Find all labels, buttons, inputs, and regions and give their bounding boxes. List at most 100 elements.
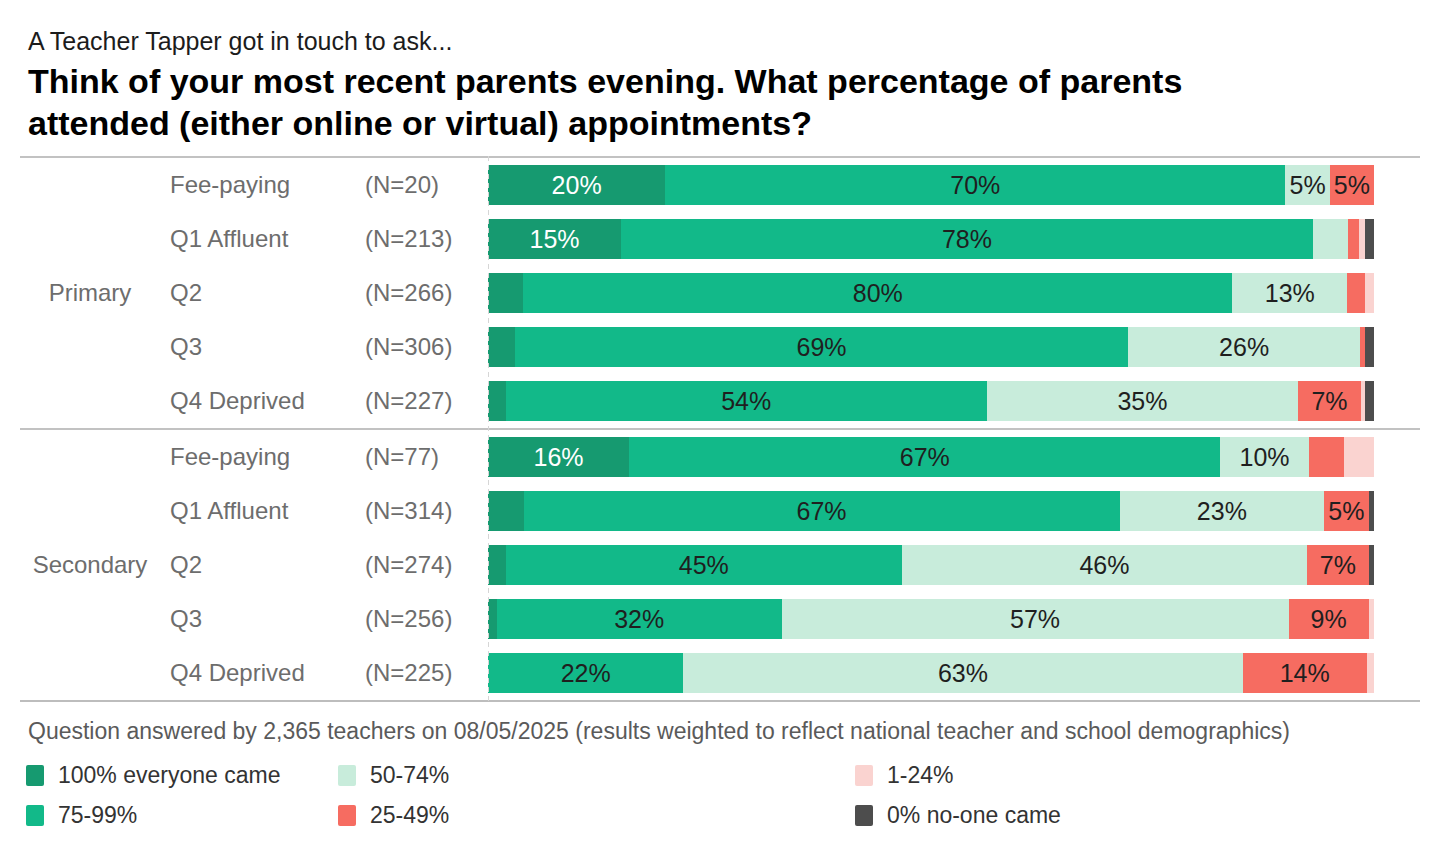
bar-segment-g0	[1365, 327, 1374, 367]
bar-segment-label: 20%	[552, 171, 602, 200]
bar-segment-label: 26%	[1219, 333, 1269, 362]
bar-segment-label: 7%	[1311, 387, 1347, 416]
bar-segment-label: 5%	[1334, 171, 1370, 200]
bar-segment-label: 7%	[1320, 551, 1356, 580]
bar-segment-g50: 63%	[683, 653, 1242, 693]
legend-label: 25-49%	[370, 802, 449, 829]
bar-segment-g75: 80%	[523, 273, 1232, 313]
bar-segment-g50: 10%	[1220, 437, 1308, 477]
bar-segment-label: 23%	[1197, 497, 1247, 526]
bar-segment-g50: 57%	[782, 599, 1289, 639]
legend-label: 50-74%	[370, 762, 449, 789]
stacked-bar: 22%63%14%	[488, 653, 1374, 693]
bar-segment-g100	[488, 545, 506, 585]
bar-segment-label: 9%	[1311, 605, 1347, 634]
bar-segment-g100	[488, 381, 506, 421]
legend-column: 50-74% 25-49%	[338, 762, 855, 829]
bar-segment-g75: 69%	[515, 327, 1129, 367]
stacked-bar: 67% 23% 5%	[488, 491, 1374, 531]
question-kicker: A Teacher Tapper got in touch to ask...	[28, 26, 1412, 56]
bar-segment-r25: 9%	[1289, 599, 1369, 639]
bar-row: 54% 35% 7%	[488, 374, 1374, 428]
bar-segment-r25	[1348, 219, 1359, 259]
bar-segment-g50: 26%	[1128, 327, 1359, 367]
bar-segment-g0	[1365, 219, 1374, 259]
row-label: Q3	[160, 592, 355, 646]
bar-segment-g0	[1365, 381, 1374, 421]
legend-swatch-g100	[26, 765, 44, 786]
row-label: Q2	[160, 266, 355, 320]
bar-segment-label: 70%	[950, 171, 1000, 200]
bar-segment-g75: 45%	[506, 545, 902, 585]
bar-segment-g75: 78%	[621, 219, 1313, 259]
bar-segment-r25: 7%	[1298, 381, 1360, 421]
bar-segment-label: 15%	[529, 225, 579, 254]
question-title-line-1: Think of your most recent parents evenin…	[28, 60, 1412, 102]
legend-item-r25: 25-49%	[338, 802, 855, 829]
bar-row: 67% 23% 5%	[488, 484, 1374, 538]
legend-swatch-r25	[338, 805, 356, 826]
bar-segment-r25	[1309, 437, 1344, 477]
sample-note: Question answered by 2,365 teachers on 0…	[28, 718, 1440, 745]
bar-segment-g100: 15%	[488, 219, 621, 259]
legend-item-g0: 0% no-one came	[855, 802, 1061, 829]
bar-row: 45% 46% 7%	[488, 538, 1374, 592]
stacked-bar: 15% 78%	[488, 219, 1374, 259]
row-sample-size: (N=227)	[355, 374, 488, 428]
bar-row: 69% 26%	[488, 320, 1374, 374]
bar-segment-label: 32%	[614, 605, 664, 634]
bar-segment-g75: 70%	[665, 165, 1285, 205]
legend-column: 1-24% 0% no-one came	[855, 762, 1061, 829]
stacked-bar: 32% 57% 9%	[488, 599, 1374, 639]
page-title: Think of your most recent parents evenin…	[28, 60, 1412, 144]
row-sample-size: (N=213)	[355, 212, 488, 266]
legend-swatch-g0	[855, 805, 873, 826]
bar-segment-label: 13%	[1265, 279, 1315, 308]
stacked-bar: 69% 26%	[488, 327, 1374, 367]
legend-item-g100: 100% everyone came	[26, 762, 338, 789]
group-label: Primary	[49, 279, 132, 307]
legend-label: 0% no-one came	[887, 802, 1061, 829]
bar-row: 15% 78%	[488, 212, 1374, 266]
bar-segment-label: 63%	[938, 659, 988, 688]
bar-row: 80% 13%	[488, 266, 1374, 320]
row-sample-size: (N=274)	[355, 538, 488, 592]
bar-row: 32% 57% 9%	[488, 592, 1374, 646]
row-sample-size: (N=20)	[355, 158, 488, 212]
row-label: Q3	[160, 320, 355, 374]
stacked-bar: 16% 67% 10%	[488, 437, 1374, 477]
bar-segment-r25: 7%	[1307, 545, 1369, 585]
legend-column: 100% everyone came75-99%	[26, 762, 338, 829]
chart-group-grid: SecondaryFee-paying(N=77)16%67%10%Q1 Aff…	[20, 430, 1420, 700]
bar-segment-g50: 35%	[987, 381, 1299, 421]
bar-segment-g50: 46%	[902, 545, 1307, 585]
bar-segment-g50: 5%	[1285, 165, 1329, 205]
row-sample-size: (N=306)	[355, 320, 488, 374]
question-title-line-2: attended (either online or virtual) appo…	[28, 102, 1412, 144]
legend: 100% everyone came75-99% 50-74% 25-49% 1-24…	[26, 762, 1440, 829]
row-label: Q2	[160, 538, 355, 592]
bar-row: 20% 70% 5%5%	[488, 158, 1374, 212]
legend-label: 100% everyone came	[58, 762, 280, 789]
row-label: Q4 Deprived	[160, 646, 355, 700]
bar-segment-label: 67%	[900, 443, 950, 472]
bar-segment-label: 54%	[721, 387, 771, 416]
stacked-bar: 80% 13%	[488, 273, 1374, 313]
bar-segment-r25: 5%	[1324, 491, 1368, 531]
bar-segment-label: 16%	[534, 443, 584, 472]
bar-segment-label: 46%	[1079, 551, 1129, 580]
row-sample-size: (N=77)	[355, 430, 488, 484]
bar-segment-g50	[1313, 219, 1348, 259]
legend-swatch-p1	[855, 765, 873, 786]
bar-segment-label: 78%	[942, 225, 992, 254]
bar-segment-r25	[1347, 273, 1365, 313]
bar-segment-label: 5%	[1328, 497, 1364, 526]
bar-row: 22%63%14%	[488, 646, 1374, 700]
bar-segment-label: 69%	[797, 333, 847, 362]
legend-item-p1: 1-24%	[855, 762, 1061, 789]
row-sample-size: (N=256)	[355, 592, 488, 646]
bar-segment-g100	[488, 599, 497, 639]
bar-segment-g50: 13%	[1232, 273, 1347, 313]
bar-segment-g75: 67%	[524, 491, 1120, 531]
bar-segment-g100: 16%	[488, 437, 629, 477]
